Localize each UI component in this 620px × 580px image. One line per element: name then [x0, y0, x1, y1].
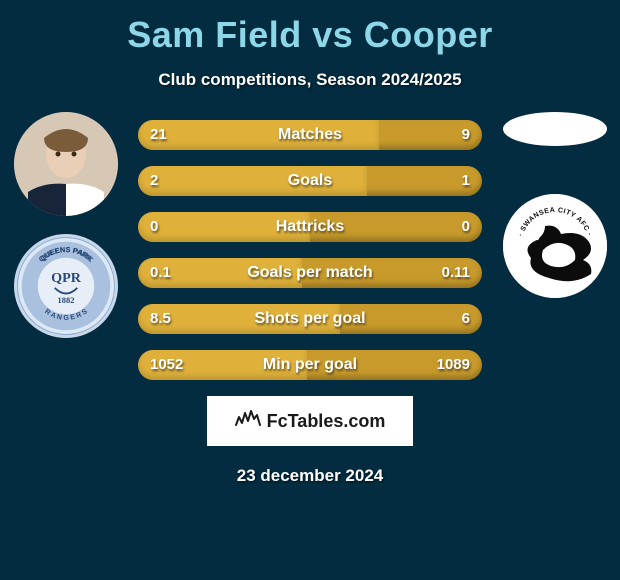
stats-bars: 21Matches9 2Goals1 0Hattricks0 0.1Goals per…	[138, 120, 482, 380]
right-player-column: · SWANSEA CITY AFC ·	[497, 112, 612, 298]
brand-text: FcTables.com	[267, 411, 386, 432]
left-player-column: QPR 1882 QUEENS PARK QUEENS PARK R A N G…	[8, 112, 123, 338]
comparison-main: QPR 1882 QUEENS PARK QUEENS PARK R A N G…	[0, 120, 620, 380]
stat-label: Goals per match	[138, 258, 482, 288]
stat-right-value: 0	[462, 212, 470, 242]
stat-label: Goals	[138, 166, 482, 196]
subtitle: Club competitions, Season 2024/2025	[0, 70, 620, 90]
brand-box: FcTables.com	[207, 396, 413, 446]
stat-bar: 2Goals1	[138, 166, 482, 196]
left-club-logo: QPR 1882 QUEENS PARK QUEENS PARK R A N G…	[14, 234, 118, 338]
stat-label: Min per goal	[138, 350, 482, 380]
right-player-avatar	[503, 112, 607, 146]
stat-right-value: 1089	[437, 350, 470, 380]
swansea-crest-icon: · SWANSEA CITY AFC ·	[503, 194, 607, 298]
left-player-avatar	[14, 112, 118, 216]
stat-bar: 1052Min per goal1089	[138, 350, 482, 380]
stat-bar: 0Hattricks0	[138, 212, 482, 242]
stat-right-value: 6	[462, 304, 470, 334]
stat-right-value: 9	[462, 120, 470, 150]
page-title: Sam Field vs Cooper	[0, 0, 620, 56]
stat-bar: 8.5Shots per goal6	[138, 304, 482, 334]
svg-text:QPR: QPR	[51, 270, 82, 286]
right-club-logo: · SWANSEA CITY AFC ·	[503, 194, 607, 298]
stat-label: Matches	[138, 120, 482, 150]
date-text: 23 december 2024	[0, 466, 620, 486]
stat-bar: 0.1Goals per match0.11	[138, 258, 482, 288]
svg-text:1882: 1882	[57, 295, 74, 305]
stat-label: Hattricks	[138, 212, 482, 242]
person-icon	[14, 112, 118, 216]
stat-label: Shots per goal	[138, 304, 482, 334]
brand-wave-icon	[235, 409, 261, 434]
stat-right-value: 1	[462, 166, 470, 196]
stat-bar: 21Matches9	[138, 120, 482, 150]
stat-right-value: 0.11	[442, 258, 470, 288]
qpr-crest-icon: QPR 1882 QUEENS PARK QUEENS PARK R A N G…	[17, 234, 115, 338]
